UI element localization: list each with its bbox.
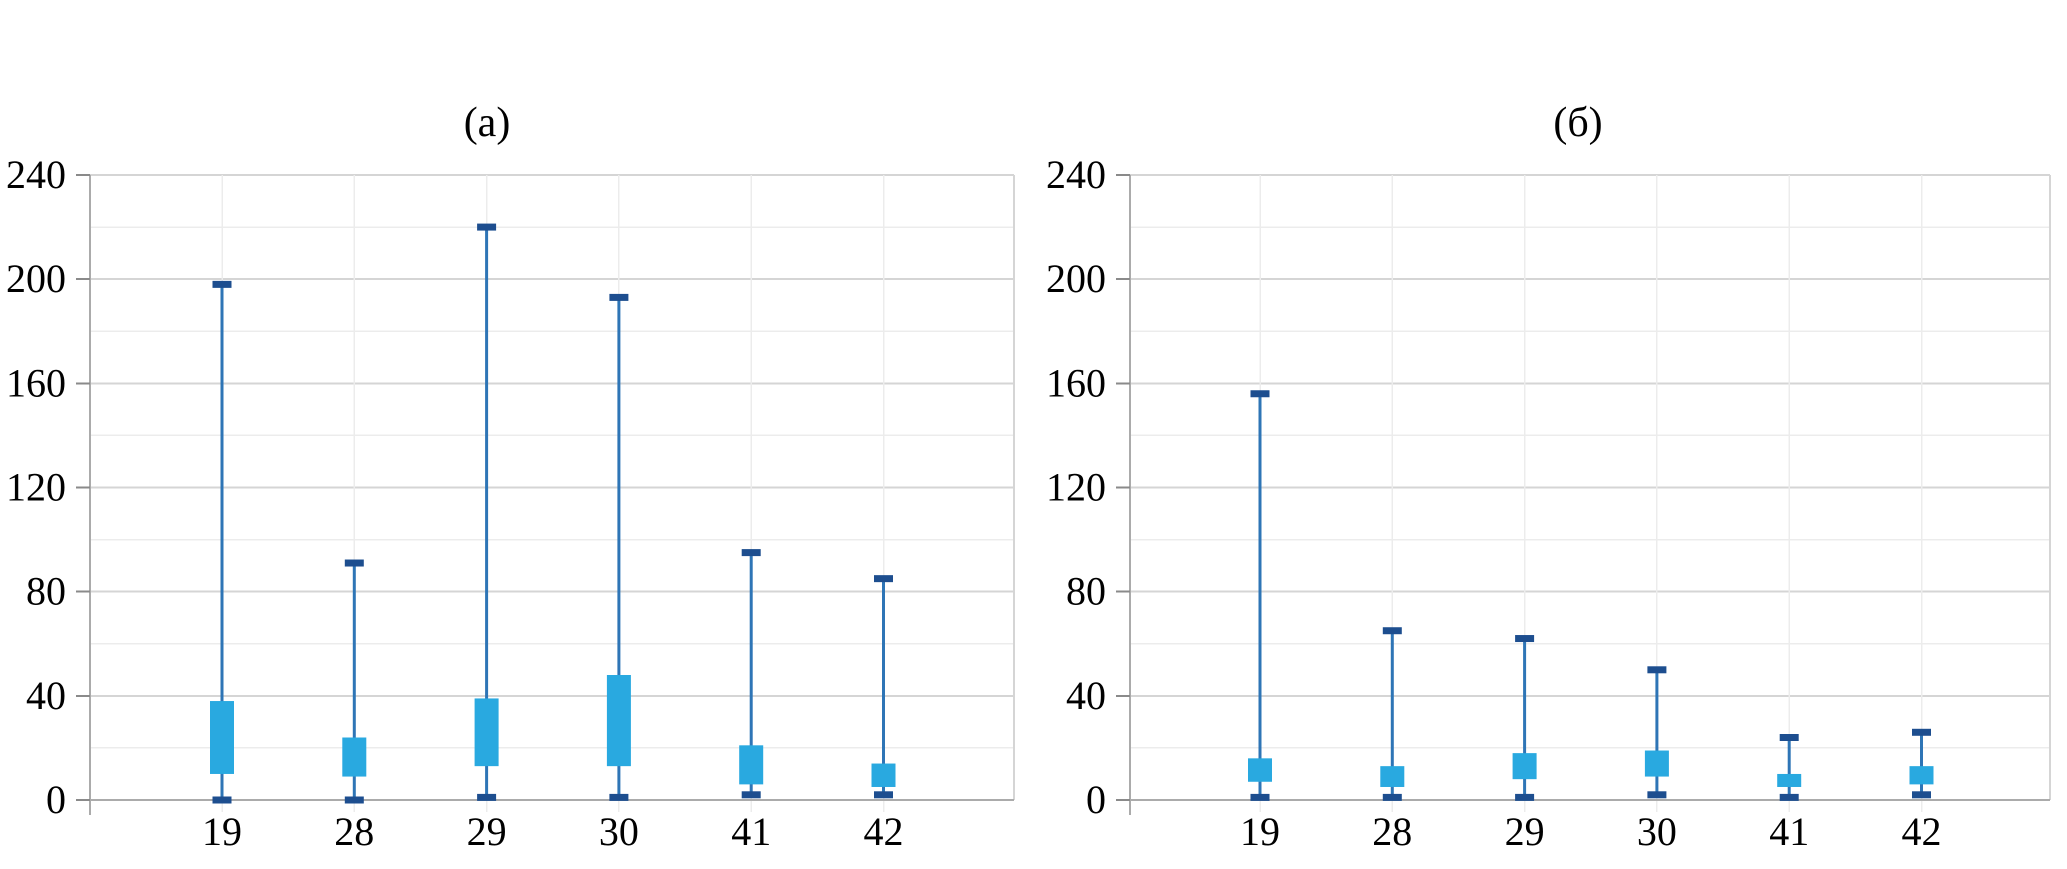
box [1644, 750, 1669, 777]
y-tick-label: 240 [6, 152, 66, 197]
box [342, 737, 367, 777]
box [1909, 766, 1934, 785]
y-tick-label: 120 [6, 465, 66, 510]
box [1777, 773, 1802, 787]
y-tick-label: 160 [1046, 360, 1106, 405]
chart-b-plot: 0 40 80 120 160 200 240 19 28 29 30 41 42 [1046, 152, 2051, 854]
chart-a-plot: 0 40 80 120 160 200 240 19 28 29 30 41 42 [6, 152, 1015, 854]
whisker-cap-high [1912, 728, 1931, 736]
y-tick-label: 200 [1046, 256, 1106, 301]
whisker-cap-low [609, 793, 629, 801]
whisker-cap-low [1515, 793, 1535, 801]
box [210, 701, 234, 774]
y-tick-label: 0 [1086, 777, 1106, 822]
whisker-cap-low [1382, 793, 1402, 801]
box [1380, 766, 1405, 787]
whisker-cap-high [1250, 390, 1270, 398]
x-tick-label: 30 [599, 809, 639, 854]
x-tick-label: 41 [1769, 809, 1809, 854]
whisker-cap-low [477, 793, 497, 801]
box [739, 745, 764, 785]
x-tick-label: 41 [731, 809, 771, 854]
box [1248, 758, 1272, 782]
whisker-cap-low [1912, 791, 1931, 799]
whisker-cap-high [1779, 734, 1799, 741]
whisker-cap-low [1779, 793, 1799, 801]
x-tick-label: 30 [1637, 809, 1677, 854]
whisker-cap-high [1382, 627, 1402, 635]
y-tick-label: 200 [6, 256, 66, 301]
x-tick-label: 42 [864, 809, 904, 854]
whisker-cap-low [741, 791, 761, 799]
y-tick-label: 80 [26, 569, 66, 614]
chart-b-title: (б) [1553, 100, 1602, 146]
x-tick-label: 42 [1902, 809, 1942, 854]
box [474, 698, 499, 767]
x-tick-label: 29 [1505, 809, 1545, 854]
x-tick-label: 29 [467, 809, 507, 854]
x-tick-label: 28 [1372, 809, 1412, 854]
whisker-cap-low [344, 796, 364, 804]
x-tick-label: 19 [1240, 809, 1280, 854]
whisker-cap-high [874, 575, 893, 583]
whisker-cap-low [1250, 793, 1270, 801]
whisker-cap-low [874, 791, 893, 799]
y-tick-label: 160 [6, 360, 66, 405]
y-tick-label: 0 [46, 777, 66, 822]
x-tick-label: 28 [334, 809, 374, 854]
box [871, 763, 896, 787]
whisker-cap-high [1647, 666, 1667, 674]
whisker-cap-low [212, 796, 232, 804]
y-tick-label: 40 [1066, 673, 1106, 718]
box [1512, 753, 1537, 780]
y-tick-label: 40 [26, 673, 66, 718]
y-tick-label: 120 [1046, 465, 1106, 510]
whisker-cap-low [1647, 791, 1667, 799]
x-tick-label: 19 [202, 809, 242, 854]
box [606, 675, 631, 767]
whisker-cap-high [212, 280, 232, 288]
whisker-cap-high [477, 223, 497, 231]
y-tick-label: 240 [1046, 152, 1106, 197]
whisker-cap-high [741, 549, 761, 557]
chart-a-title: (а) [464, 100, 511, 146]
whisker-cap-high [609, 293, 629, 301]
whisker-cap-high [344, 559, 364, 567]
whisker-cap-high [1515, 635, 1535, 643]
y-tick-label: 80 [1066, 569, 1106, 614]
